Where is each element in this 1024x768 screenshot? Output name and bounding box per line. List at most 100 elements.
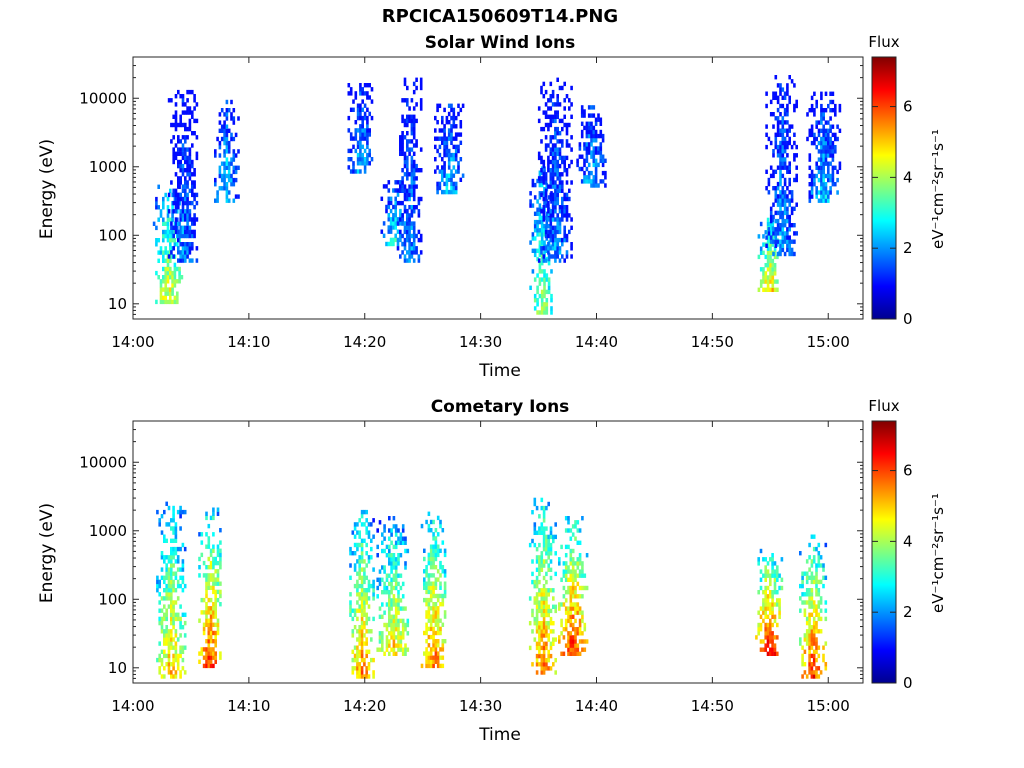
- spectrogram-cell: [545, 236, 549, 241]
- spectrogram-cell: [370, 546, 373, 552]
- spectrogram-cell: [370, 538, 373, 543]
- spectrogram-cell: [531, 538, 534, 544]
- spectrogram-cell: [365, 620, 368, 626]
- spectrogram-cell: [170, 526, 173, 531]
- spectrogram-cell: [560, 544, 563, 550]
- spectrogram-cell: [776, 223, 780, 228]
- spectrogram-cell: [158, 653, 161, 659]
- spectrogram-cell: [772, 214, 775, 220]
- spectrogram-cell: [419, 168, 423, 173]
- spectrogram-cell: [184, 147, 187, 152]
- spectrogram-cell: [166, 217, 170, 222]
- spectrogram-cell: [824, 608, 828, 613]
- spectrogram-cell: [454, 181, 458, 187]
- spectrogram-cell: [170, 674, 173, 679]
- spectrogram-cell: [561, 180, 564, 185]
- spectrogram-cell: [547, 209, 550, 214]
- spectrogram-cell: [815, 670, 818, 675]
- spectrogram-cell: [188, 168, 192, 173]
- spectrogram-cell: [410, 168, 414, 173]
- spectrogram-cell: [762, 598, 765, 603]
- spectrogram-cell: [366, 83, 369, 88]
- spectrogram-cell: [167, 98, 171, 103]
- spectrogram-cell: [766, 606, 770, 611]
- spectrogram-cell: [219, 540, 222, 545]
- spectrogram-cell: [576, 602, 580, 607]
- spectrogram-cell: [549, 217, 553, 222]
- spectrogram-cell: [805, 571, 809, 576]
- spectrogram-cell: [538, 207, 542, 212]
- spectrogram-cell: [570, 246, 573, 251]
- spectrogram-cell: [365, 649, 368, 654]
- spectrogram-cell: [581, 618, 584, 624]
- spectrogram-cell: [441, 115, 444, 121]
- spectrogram-cell: [397, 627, 400, 632]
- spectrogram-cell: [764, 627, 767, 632]
- spectrogram-cell: [360, 625, 364, 630]
- spectrogram-cell: [363, 633, 366, 638]
- spectrogram-cell: [410, 205, 414, 210]
- spectrogram-cell: [583, 170, 586, 176]
- spectrogram-cell: [529, 285, 532, 290]
- spectrogram-cell: [381, 590, 384, 595]
- spectrogram-cell: [188, 110, 192, 115]
- spectrogram-cell: [544, 135, 548, 140]
- spectrogram-cell: [209, 565, 213, 570]
- spectrogram-cell: [347, 128, 351, 133]
- spectrogram-cell: [549, 159, 553, 165]
- spectrogram-cell: [432, 634, 435, 640]
- spectrogram-cell: [542, 213, 546, 218]
- spectrogram-cell: [545, 534, 548, 540]
- spectrogram-cell: [822, 108, 825, 113]
- spectrogram-cell: [390, 590, 393, 595]
- spectrogram-cell: [404, 627, 407, 632]
- spectrogram-cell: [179, 94, 182, 99]
- spectrogram-cell: [406, 176, 409, 181]
- spectrogram-cell: [188, 155, 192, 161]
- spectrogram-cell: [779, 83, 782, 88]
- spectrogram-cell: [776, 194, 780, 199]
- spectrogram-cell: [542, 217, 546, 222]
- spectrogram-cell: [783, 223, 787, 228]
- spectrogram-cell: [569, 618, 573, 624]
- spectrogram-cell: [181, 102, 185, 107]
- spectrogram-cell: [179, 168, 182, 173]
- spectrogram-cell: [209, 634, 213, 640]
- spectrogram-cell: [181, 163, 185, 169]
- spectrogram-cell: [803, 600, 807, 605]
- spectrogram-cell: [452, 115, 456, 121]
- spectrogram-cell: [561, 242, 564, 247]
- spectrogram-cell: [580, 154, 584, 159]
- spectrogram-cell: [356, 107, 360, 112]
- spectrogram-cell: [209, 597, 213, 603]
- spectrogram-cell: [547, 211, 551, 216]
- spectrogram-cell: [408, 147, 411, 152]
- spectrogram-cell: [425, 622, 428, 627]
- spectrogram-cell: [361, 107, 364, 112]
- spectrogram-cell: [558, 229, 562, 235]
- spectrogram-cell: [549, 567, 553, 572]
- spectrogram-cell: [795, 202, 798, 207]
- spectrogram-cell: [542, 530, 546, 535]
- spectrogram-cell: [834, 182, 837, 187]
- spectrogram-cell: [561, 209, 564, 214]
- spectrogram-cell: [535, 575, 539, 581]
- spectrogram-cell: [762, 602, 765, 607]
- spectrogram-cell: [368, 95, 371, 100]
- spectrogram-cell: [166, 287, 170, 292]
- spectrogram-cell: [179, 604, 182, 609]
- spectrogram-cell: [829, 186, 832, 191]
- spectrogram-cell: [410, 122, 414, 128]
- spectrogram-cell: [172, 600, 175, 605]
- spectrogram-cell: [172, 674, 175, 679]
- spectrogram-cell: [450, 177, 453, 182]
- spectrogram-cell: [193, 118, 196, 124]
- spectrogram-cell: [793, 153, 796, 158]
- spectrogram-cell: [214, 622, 217, 627]
- spectrogram-cell: [167, 604, 171, 609]
- spectrogram-cell: [441, 639, 445, 644]
- spectrogram-cell: [356, 542, 359, 548]
- spectrogram-cell: [788, 169, 791, 174]
- spectrogram-cell: [399, 200, 402, 206]
- spectrogram-cell: [356, 674, 359, 679]
